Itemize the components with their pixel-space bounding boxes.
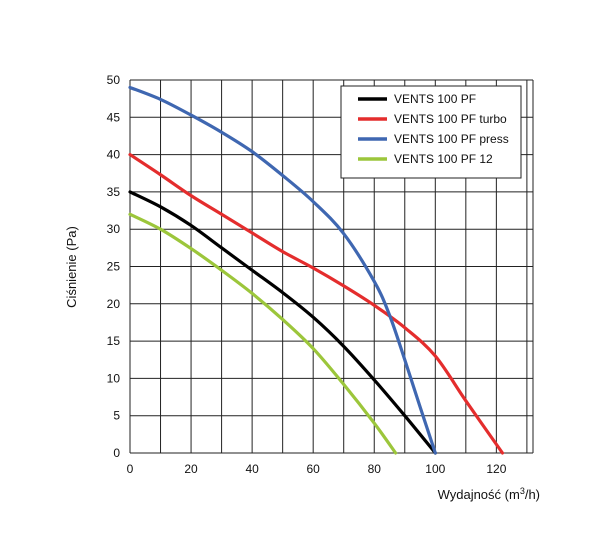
y-tick-label: 35 [107, 185, 121, 199]
y-axis-title: Ciśnienie (Pa) [64, 226, 79, 308]
y-tick-label: 40 [107, 148, 121, 162]
y-tick-label: 0 [113, 446, 120, 460]
y-tick-label: 45 [107, 110, 121, 124]
x-axis-title-suffix: /h) [525, 487, 540, 502]
series-line-3 [128, 85, 437, 455]
y-tick-label: 15 [107, 334, 121, 348]
y-tick-label: 30 [107, 222, 121, 236]
y-tick-label: 5 [113, 409, 120, 423]
legend-box [340, 85, 522, 179]
x-tick-label: 80 [368, 462, 382, 476]
y-tick-label: 10 [107, 371, 121, 385]
y-tick-label: 25 [107, 260, 121, 274]
legend-label: VENTS 100 PF turbo [394, 112, 507, 126]
legend-label: VENTS 100 PF [394, 92, 476, 106]
series-line-2 [128, 153, 505, 455]
chart-legend: VENTS 100 PF VENTS 100 PF turbo VENTS 100 … [340, 85, 522, 179]
x-tick-label: 120 [486, 462, 506, 476]
x-tick-label: 100 [425, 462, 445, 476]
series-line-1 [128, 190, 437, 455]
chart-grid [129, 79, 534, 454]
x-tick-label: 0 [127, 462, 134, 476]
y-tick-label: 50 [107, 73, 121, 87]
chart-series [128, 85, 505, 455]
y-axis-ticks: 0 5 10 15 20 25 30 35 40 45 50 [107, 73, 121, 460]
x-axis-title-main: Wydajność (m [438, 487, 520, 502]
legend-label: VENTS 100 PF press [394, 132, 509, 146]
x-tick-label: 20 [184, 462, 198, 476]
x-axis-title: Wydajność (m3/h) [438, 486, 540, 502]
x-axis-ticks: 0 20 40 60 80 100 120 [127, 462, 507, 476]
x-axis-title-superscript: 3 [520, 486, 525, 496]
legend-label: VENTS 100 PF 12 [394, 152, 493, 166]
y-tick-label: 20 [107, 297, 121, 311]
x-tick-label: 60 [307, 462, 321, 476]
series-line-4 [128, 212, 398, 455]
x-tick-label: 40 [245, 462, 259, 476]
